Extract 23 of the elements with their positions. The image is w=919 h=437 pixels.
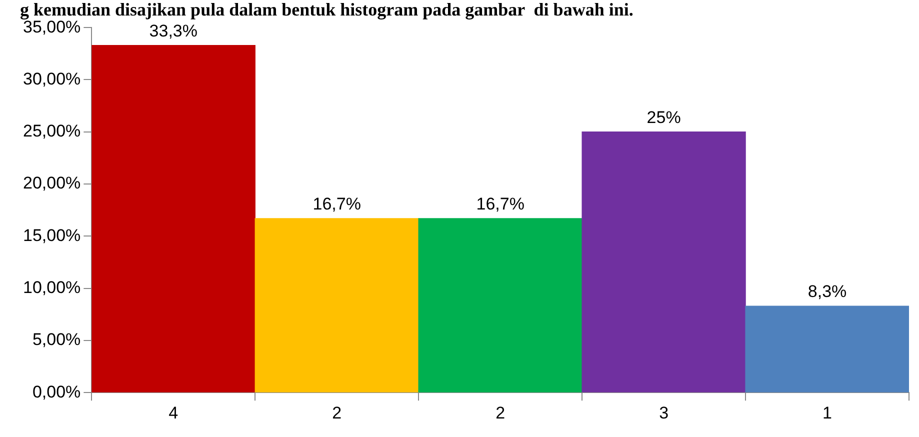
x-tick-label: 2 xyxy=(496,403,506,422)
y-tick-label: 0,00% xyxy=(32,382,81,402)
data-label: 16,7% xyxy=(312,194,361,214)
y-tick-label: 10,00% xyxy=(22,278,81,297)
chart-title: g kemudian disajikan pula dalam bentuk histogram pada gambar di bawah ini. xyxy=(20,0,634,20)
data-label: 25% xyxy=(646,108,681,128)
bar xyxy=(582,132,746,392)
y-tick-label: 30,00% xyxy=(22,69,81,88)
bar xyxy=(745,306,909,392)
bar xyxy=(254,218,419,392)
y-tick-label: 5,00% xyxy=(32,330,81,350)
x-tick-label: 1 xyxy=(822,403,832,422)
x-tick-label: 4 xyxy=(168,403,178,422)
data-label: 16,7% xyxy=(476,194,524,214)
data-label: 8,3% xyxy=(808,282,847,302)
x-tick-label: 3 xyxy=(659,403,669,422)
bar xyxy=(418,218,582,392)
y-tick-label: 20,00% xyxy=(22,174,81,193)
y-tick-label: 15,00% xyxy=(22,226,81,245)
y-tick-label: 25,00% xyxy=(22,122,81,141)
data-label: 33,3% xyxy=(149,22,198,41)
x-tick-label: 2 xyxy=(332,403,342,422)
bar xyxy=(92,45,256,392)
